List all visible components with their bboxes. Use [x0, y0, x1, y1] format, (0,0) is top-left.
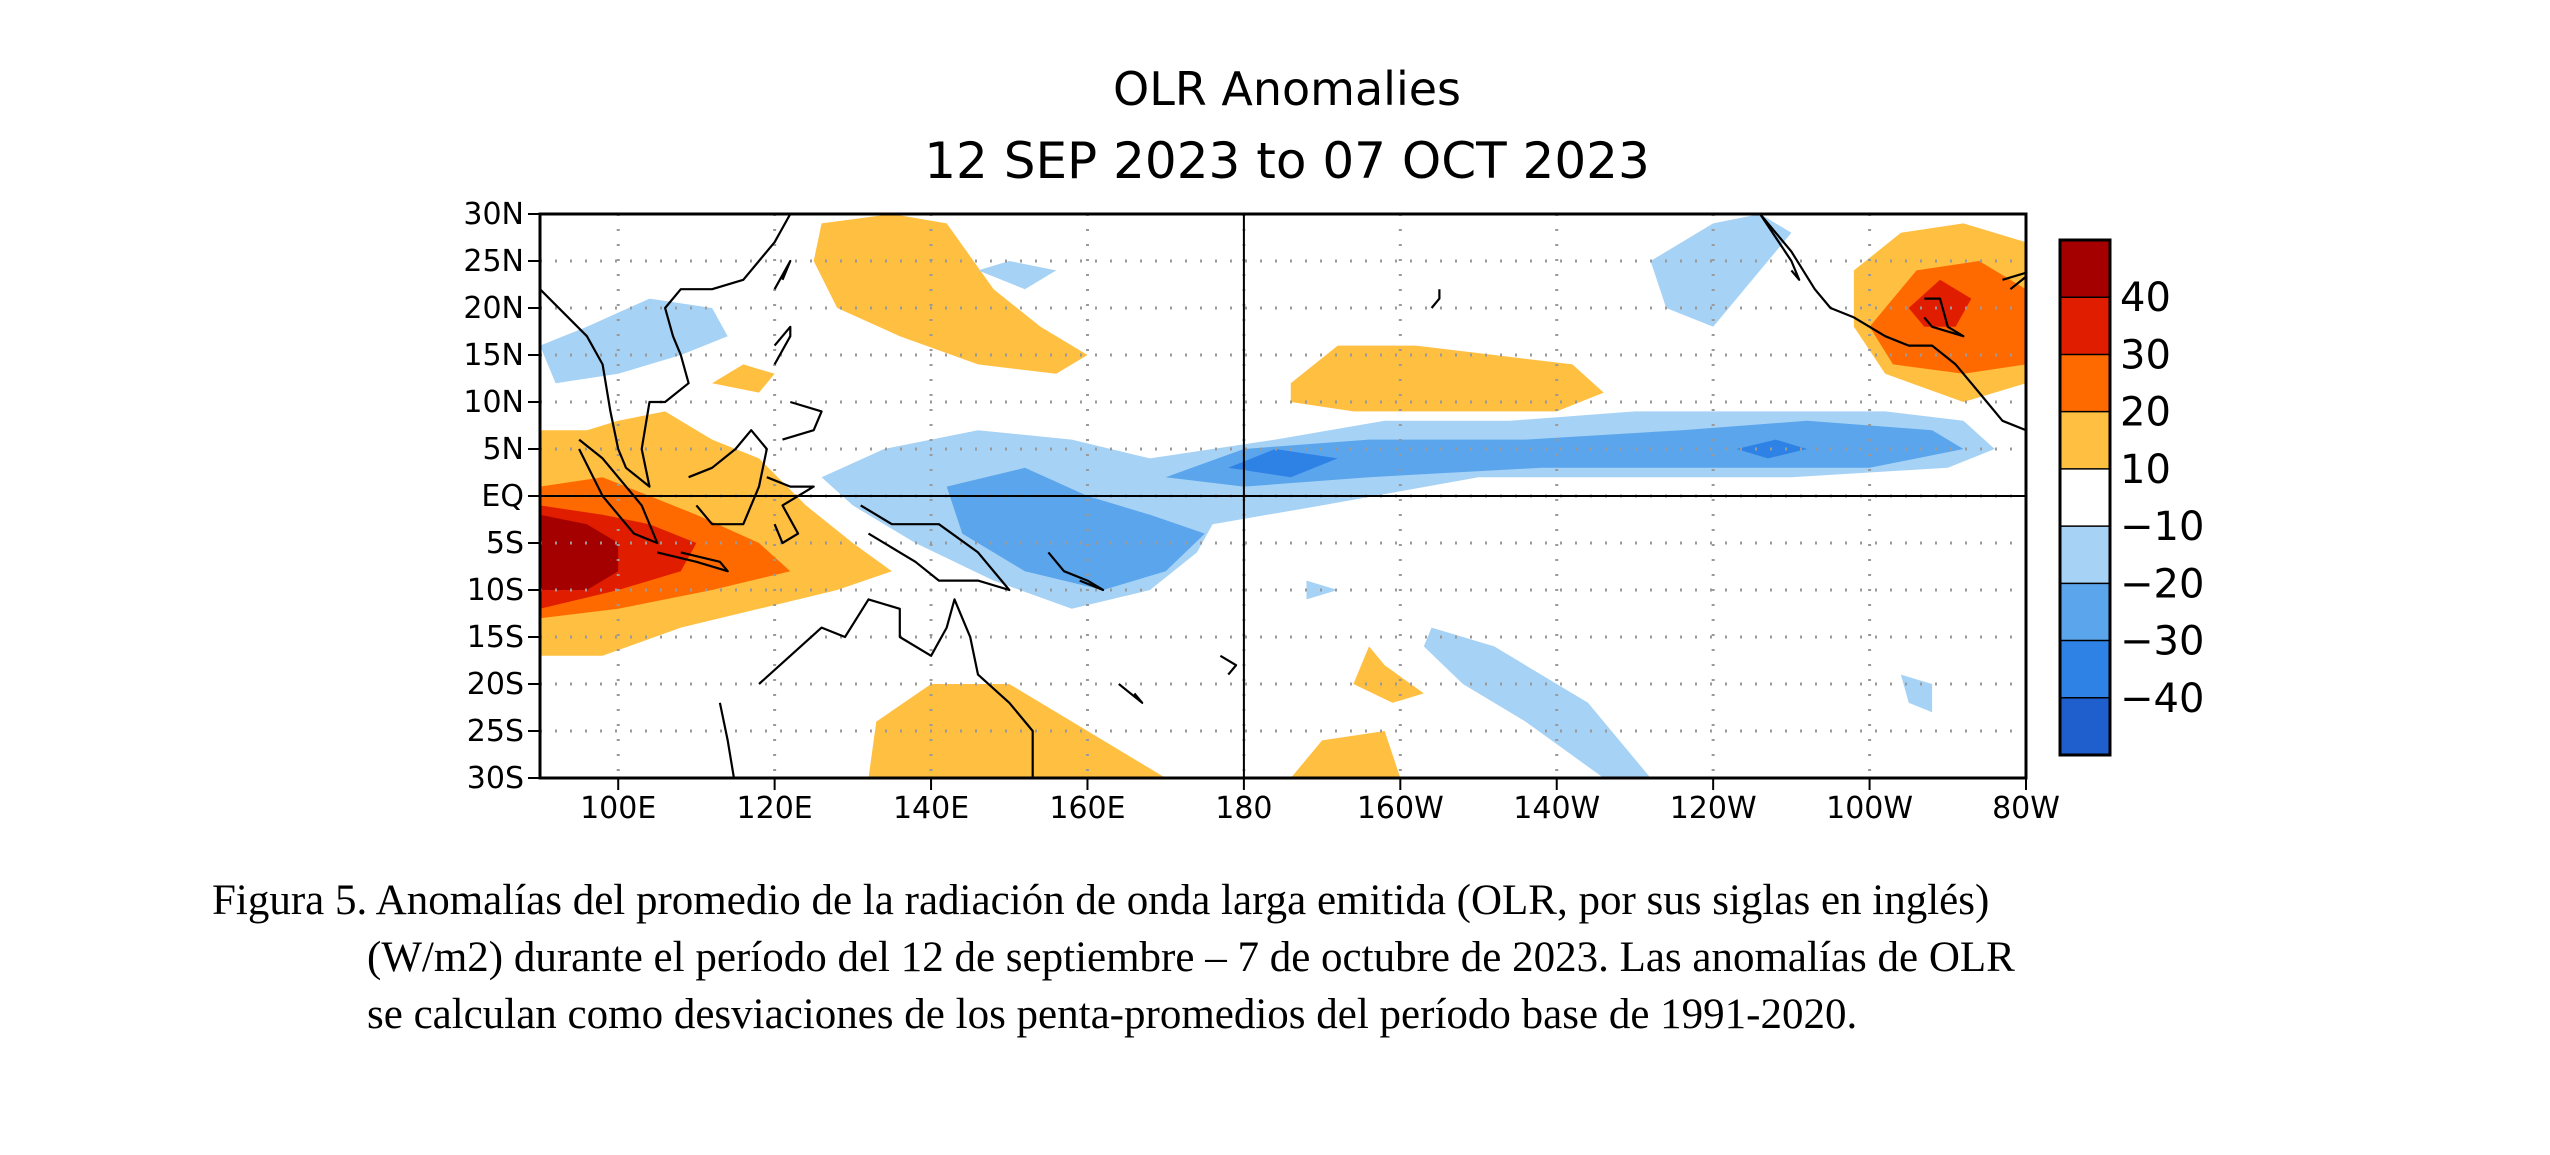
lat-tick-label: 20N — [463, 291, 524, 326]
lat-tick-label: 25S — [467, 714, 524, 749]
lon-tick-label: 180 — [1215, 791, 1272, 826]
coastline-15 — [1758, 214, 2026, 432]
anomaly-region-7 — [1353, 646, 1424, 703]
anomaly-regions — [540, 214, 2026, 778]
coastlines — [540, 214, 2026, 778]
colorbar-label: −10 — [2120, 504, 2204, 550]
lat-tick-label: 5N — [482, 432, 524, 467]
coastline-17 — [1759, 214, 1801, 281]
lat-tick-label: 15N — [463, 338, 524, 373]
figure-title-line1: OLR Anomalies — [1113, 62, 1461, 116]
colorbar-label: −40 — [2120, 676, 2204, 722]
anomaly-region-14 — [978, 261, 1057, 290]
colorbar-label: 30 — [2120, 332, 2171, 378]
lon-tick-label: 80W — [1992, 791, 2060, 826]
lon-tick-label: 100W — [1826, 791, 1913, 826]
anomaly-region-18 — [1228, 449, 1338, 478]
anomaly-region-22 — [1650, 214, 1792, 327]
anomaly-region-9 — [1290, 731, 1401, 778]
lat-tick-label: EQ — [481, 479, 524, 514]
coastline-5 — [773, 325, 792, 365]
caption-line2: (W/m2) durante el período del 12 de sept… — [367, 934, 2015, 981]
reference-lines — [540, 214, 2026, 778]
anomaly-region-5 — [712, 364, 775, 393]
lat-tick-label: 20S — [467, 667, 524, 702]
anomaly-region-12 — [1908, 279, 1972, 327]
coastline-4 — [766, 476, 815, 545]
anomaly-region-8 — [868, 684, 1166, 778]
coastline-7 — [773, 259, 792, 290]
colorbar-segment — [2060, 697, 2110, 755]
colorbar-label: −30 — [2120, 619, 2204, 665]
anomaly-region-17 — [1165, 420, 1964, 487]
caption-line1: Figura 5. Anomalías del promedio de la r… — [212, 877, 1990, 924]
coastline-14 — [1430, 289, 1441, 309]
caption-line3: se calculan como desviaciones de los pen… — [367, 991, 1858, 1038]
lat-tick-label: 30N — [463, 197, 524, 232]
longitude-axis: 100E 120E 140E 160E 180 160W 140W 120W 100W 80W — [580, 778, 2060, 826]
colorbar-segment — [2060, 640, 2110, 698]
lat-tick-label: 15S — [467, 620, 524, 655]
lon-tick-label: 120E — [737, 791, 813, 826]
coastline-16 — [1923, 297, 1965, 338]
colorbar-label: 10 — [2120, 447, 2171, 493]
colorbar-segment — [2060, 411, 2110, 469]
lon-tick-label: 160E — [1049, 791, 1125, 826]
lat-tick-label: 10N — [463, 385, 524, 420]
figure-title-line2: 12 SEP 2023 to 07 OCT 2023 — [924, 132, 1650, 190]
colorbar-frame — [2058, 238, 2112, 757]
lat-tick-label: 25N — [463, 244, 524, 279]
lon-tick-label: 160W — [1357, 791, 1444, 826]
colorbar-segment — [2060, 526, 2110, 584]
colorbar-segment — [2060, 354, 2110, 412]
colorbar: 40 30 20 10 −10 −20 −30 −40 — [2058, 238, 2204, 757]
coastline-8 — [860, 504, 1011, 592]
coastline-1 — [578, 438, 659, 545]
coastline-18 — [2002, 271, 2026, 291]
colorbar-segment — [2060, 240, 2110, 298]
anomaly-region-16 — [946, 467, 1205, 590]
colorbar-segment — [2060, 468, 2110, 527]
coastline-0 — [540, 214, 792, 488]
anomaly-region-4 — [813, 214, 1088, 374]
anomaly-region-6 — [1290, 345, 1604, 412]
anomaly-region-20 — [1423, 627, 1651, 778]
lon-tick-label: 140W — [1513, 791, 1600, 826]
figure-caption: Figura 5. Anomalías del promedio de la r… — [212, 872, 2362, 1043]
lat-tick-label: 30S — [467, 761, 524, 796]
anomaly-region-3 — [540, 514, 619, 590]
anomaly-region-21 — [1900, 674, 1933, 713]
lon-tick-label: 100E — [580, 791, 656, 826]
coastline-9 — [718, 598, 1034, 778]
coastline-13 — [1219, 654, 1238, 676]
lon-tick-label: 120W — [1670, 791, 1757, 826]
latitude-axis: 30N 25N 20N 15N 10N 5N EQ 5S 10S 15S 20S 25S 30S — [463, 197, 540, 796]
coastline-12 — [1047, 551, 1105, 592]
lat-tick-label: 5S — [486, 526, 524, 561]
anomaly-region-23 — [1306, 580, 1338, 600]
anomaly-region-13 — [540, 298, 728, 384]
coastline-11 — [1118, 683, 1144, 704]
colorbar-label: 20 — [2120, 390, 2171, 436]
colorbar-segment — [2060, 583, 2110, 641]
colorbar-segment — [2060, 297, 2110, 355]
lat-tick-label: 10S — [467, 573, 524, 608]
map-area — [538, 212, 2028, 780]
colorbar-label: 40 — [2120, 275, 2171, 321]
coastline-6 — [782, 400, 823, 441]
coastline-2 — [657, 551, 729, 573]
colorbar-label: −20 — [2120, 561, 2204, 607]
caption-text: Figura 5. Anomalías del promedio de la r… — [212, 872, 2362, 1043]
coastline-3 — [688, 429, 768, 526]
lon-tick-label: 140E — [893, 791, 969, 826]
